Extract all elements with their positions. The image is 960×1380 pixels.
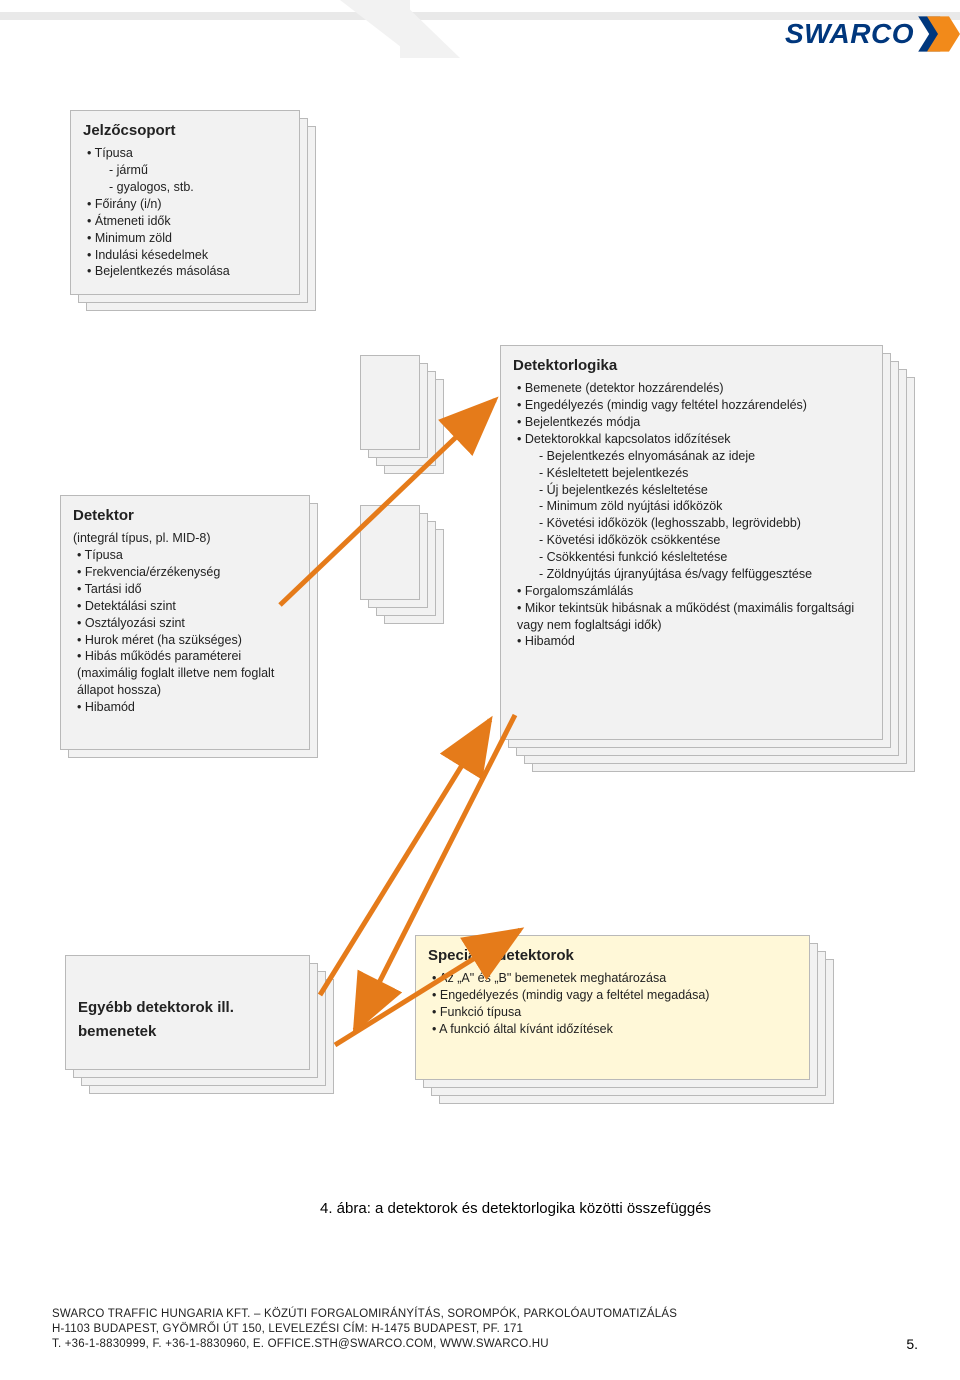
egyebb-title2: bemenetek bbox=[78, 1022, 297, 1042]
header-notch2 bbox=[400, 0, 460, 58]
detector-item: Frekvencia/érzékenység bbox=[77, 564, 297, 581]
detlogic-item: Hibamód bbox=[517, 633, 870, 650]
special-stack: Speciális detektorok Az „A" és „B" bemene… bbox=[415, 935, 810, 1080]
logo-icon bbox=[916, 12, 960, 63]
detlogic-stack: Detektorlogika Bemenete (detektor hozzáre… bbox=[500, 345, 883, 740]
detlogic-item: Forgalomszámlálás bbox=[517, 583, 870, 600]
egyebb-stack: Egyébb detektorok ill. bemenetek bbox=[65, 955, 310, 1070]
detlogic-subitem: Bejelentkezés elnyomásának az ideje bbox=[539, 448, 870, 465]
special-item: Engedélyezés (mindig vagy a feltétel meg… bbox=[432, 987, 797, 1004]
footer-line-3: T. +36-1-8830999, F. +36-1-8830960, E. O… bbox=[52, 1337, 677, 1352]
page-number: 5. bbox=[906, 1336, 918, 1352]
detector-card: Detektor (integrál típus, pl. MID-8)Típus… bbox=[60, 495, 310, 750]
special-item: Az „A" és „B" bemenetek meghatározása bbox=[432, 970, 797, 987]
egyebb-title1: Egyébb detektorok ill. bbox=[78, 998, 297, 1018]
detlogic-title: Detektorlogika bbox=[513, 356, 870, 376]
detlogic-sublist: Bejelentkezés elnyomásának az idejeKésle… bbox=[517, 448, 870, 583]
detlogic-item: Engedélyezés (mindig vagy feltétel hozzá… bbox=[517, 397, 870, 414]
signalgroup-item: Minimum zöld bbox=[87, 230, 287, 247]
signalgroup-sublist: járműgyalogos, stb. bbox=[87, 162, 287, 196]
detlogic-subitem: Új bejelentkezés késleltetése bbox=[539, 482, 870, 499]
detector-item: Osztályozási szint bbox=[77, 615, 297, 632]
empty1-stack bbox=[360, 355, 420, 450]
detector-item: Hurok méret (ha szükséges) bbox=[77, 632, 297, 649]
signalgroup-item: Típusa bbox=[87, 145, 287, 162]
detlogic-subitem: Követési időközök csökkentése bbox=[539, 532, 870, 549]
special-list: Az „A" és „B" bemenetek meghatározásaEng… bbox=[428, 970, 797, 1038]
detlogic-card: Detektorlogika Bemenete (detektor hozzáre… bbox=[500, 345, 883, 740]
signalgroup-item: Főirány (i/n) bbox=[87, 196, 287, 213]
figure-caption: 4. ábra: a detektorok és detektorlogika … bbox=[320, 1200, 711, 1217]
special-item: Funkció típusa bbox=[432, 1004, 797, 1021]
footer: SWARCO TRAFFIC HUNGARIA KFT. – KÖZÚTI FO… bbox=[52, 1307, 677, 1352]
signalgroup-title: Jelzőcsoport bbox=[83, 121, 287, 141]
detlogic-item: Bejelentkezés módja bbox=[517, 414, 870, 431]
empty2-stack bbox=[360, 505, 420, 600]
detector-item: Típusa bbox=[77, 547, 297, 564]
detector-item: Hibás működés paraméterei (maximálig fog… bbox=[77, 648, 297, 699]
detlogic-subitem: Zöldnyújtás újranyújtása és/vagy felfügg… bbox=[539, 566, 870, 583]
footer-line-1: SWARCO TRAFFIC HUNGARIA KFT. – KÖZÚTI FO… bbox=[52, 1307, 677, 1322]
signalgroup-item: Bejelentkezés másolása bbox=[87, 263, 287, 280]
detector-item: Hibamód bbox=[77, 699, 297, 716]
empty2-card bbox=[360, 505, 420, 600]
detector-list: TípusaFrekvencia/érzékenységTartási időD… bbox=[73, 547, 297, 716]
detector-stack: Detektor (integrál típus, pl. MID-8)Típus… bbox=[60, 495, 310, 750]
detector-subtitle: (integrál típus, pl. MID-8) bbox=[73, 530, 297, 547]
detlogic-subitem: Késleltetett bejelentkezés bbox=[539, 465, 870, 482]
signalgroup-card: Jelzőcsoport Típusajárműgyalogos, stb.Fői… bbox=[70, 110, 300, 295]
detlogic-item: Bemenete (detektor hozzárendelés) bbox=[517, 380, 870, 397]
detector-item: Detektálási szint bbox=[77, 598, 297, 615]
detlogic-list: Bemenete (detektor hozzárendelés)Engedél… bbox=[513, 380, 870, 650]
footer-line-2: H-1103 BUDAPEST, GYÖMRŐI ÚT 150, LEVELEZ… bbox=[52, 1322, 677, 1337]
detlogic-subitem: Csökkentési funkció késleltetése bbox=[539, 549, 870, 566]
signalgroup-item: Átmeneti idők bbox=[87, 213, 287, 230]
detlogic-subitem: Minimum zöld nyújtási időközök bbox=[539, 498, 870, 515]
detector-item: Tartási idő bbox=[77, 581, 297, 598]
detlogic-item: Mikor tekintsük hibásnak a működést (max… bbox=[517, 600, 870, 634]
empty1-card bbox=[360, 355, 420, 450]
logo: SWARCO bbox=[785, 18, 914, 50]
page: SWARCO JelzőcsoportTípusajárműgyalogos, … bbox=[0, 0, 960, 1380]
signalgroup-item: Indulási késedelmek bbox=[87, 247, 287, 264]
detector-title: Detektor bbox=[73, 506, 297, 526]
special-card: Speciális detektorok Az „A" és „B" bemene… bbox=[415, 935, 810, 1080]
signalgroup-subitem: gyalogos, stb. bbox=[109, 179, 287, 196]
signalgroup-stack: Jelzőcsoport Típusajárműgyalogos, stb.Fői… bbox=[70, 110, 300, 295]
egyebb-card: Egyébb detektorok ill. bemenetek bbox=[65, 955, 310, 1070]
detlogic-item: Detektorokkal kapcsolatos időzítések bbox=[517, 431, 870, 448]
signalgroup-subitem: jármű bbox=[109, 162, 287, 179]
logo-text: SWARCO bbox=[785, 18, 914, 49]
special-title: Speciális detektorok bbox=[428, 946, 797, 966]
special-item: A funkció által kívánt időzítések bbox=[432, 1021, 797, 1038]
signalgroup-list: Típusajárműgyalogos, stb.Főirány (i/n)Át… bbox=[83, 145, 287, 280]
detlogic-subitem: Követési időközök (leghosszabb, legrövid… bbox=[539, 515, 870, 532]
